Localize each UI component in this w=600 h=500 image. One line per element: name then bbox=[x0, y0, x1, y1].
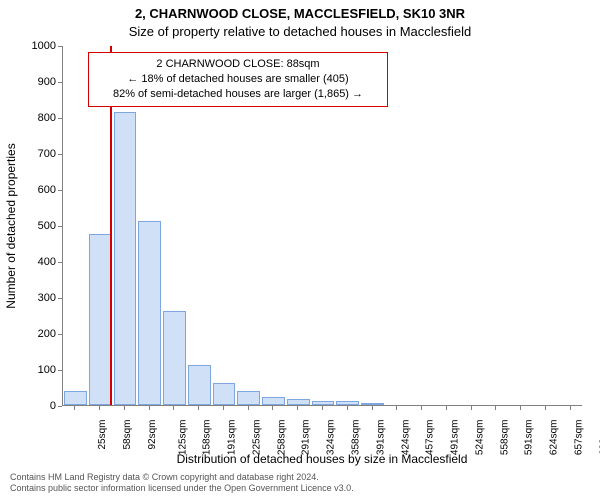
x-tick-mark bbox=[99, 406, 100, 410]
x-tick-label: 158sqm bbox=[202, 420, 213, 456]
y-tick-mark bbox=[58, 190, 62, 191]
histogram-bar bbox=[287, 399, 310, 405]
x-tick-mark bbox=[173, 406, 174, 410]
x-tick-label: 324sqm bbox=[326, 420, 337, 456]
callout-line: 2 CHARNWOOD CLOSE: 88sqm bbox=[97, 57, 379, 72]
y-tick-label: 800 bbox=[16, 112, 56, 124]
y-tick-label: 300 bbox=[16, 292, 56, 304]
x-tick-label: 657sqm bbox=[573, 420, 584, 456]
histogram-bar bbox=[138, 221, 161, 405]
y-tick-mark bbox=[58, 334, 62, 335]
x-tick-label: 92sqm bbox=[147, 420, 158, 450]
x-tick-mark bbox=[322, 406, 323, 410]
x-tick-label: 58sqm bbox=[122, 420, 133, 450]
x-tick-label: 225sqm bbox=[252, 420, 263, 456]
histogram-bar bbox=[312, 401, 335, 405]
y-tick-label: 600 bbox=[16, 184, 56, 196]
y-tick-label: 1000 bbox=[16, 40, 56, 52]
callout-line: 82% of semi-detached houses are larger (… bbox=[97, 87, 379, 102]
histogram-bar bbox=[262, 397, 285, 405]
histogram-bar bbox=[163, 311, 186, 405]
x-tick-mark bbox=[124, 406, 125, 410]
callout-line: ← 18% of detached houses are smaller (40… bbox=[97, 72, 379, 87]
page-title-line2: Size of property relative to detached ho… bbox=[0, 24, 600, 39]
y-tick-label: 100 bbox=[16, 364, 56, 376]
x-tick-label: 457sqm bbox=[425, 420, 436, 456]
x-tick-label: 125sqm bbox=[177, 420, 188, 456]
y-tick-mark bbox=[58, 82, 62, 83]
y-tick-mark bbox=[58, 406, 62, 407]
y-tick-mark bbox=[58, 226, 62, 227]
x-tick-label: 424sqm bbox=[400, 420, 411, 456]
histogram-bar bbox=[237, 391, 260, 405]
x-tick-label: 558sqm bbox=[499, 420, 510, 456]
x-tick-mark bbox=[495, 406, 496, 410]
histogram-bar bbox=[213, 383, 236, 405]
x-tick-label: 591sqm bbox=[524, 420, 535, 456]
y-tick-mark bbox=[58, 154, 62, 155]
y-tick-label: 500 bbox=[16, 220, 56, 232]
x-tick-mark bbox=[272, 406, 273, 410]
histogram-bar bbox=[361, 403, 384, 405]
attribution-text: Contains HM Land Registry data © Crown c… bbox=[10, 472, 354, 494]
histogram-bar bbox=[89, 234, 112, 405]
x-tick-label: 624sqm bbox=[549, 420, 560, 456]
x-tick-label: 391sqm bbox=[375, 420, 386, 456]
histogram-bar bbox=[336, 401, 359, 405]
x-tick-mark bbox=[545, 406, 546, 410]
y-tick-label: 0 bbox=[16, 400, 56, 412]
y-tick-mark bbox=[58, 118, 62, 119]
x-tick-mark bbox=[347, 406, 348, 410]
x-tick-mark bbox=[74, 406, 75, 410]
x-tick-mark bbox=[570, 406, 571, 410]
y-tick-mark bbox=[58, 262, 62, 263]
x-tick-label: 258sqm bbox=[276, 420, 287, 456]
x-tick-mark bbox=[223, 406, 224, 410]
attribution-line2: Contains public sector information licen… bbox=[10, 483, 354, 494]
x-tick-mark bbox=[149, 406, 150, 410]
x-tick-mark bbox=[372, 406, 373, 410]
x-tick-mark bbox=[396, 406, 397, 410]
histogram-bar bbox=[188, 365, 211, 405]
x-tick-label: 524sqm bbox=[474, 420, 485, 456]
x-tick-mark bbox=[297, 406, 298, 410]
x-tick-label: 25sqm bbox=[97, 420, 108, 450]
histogram-bar bbox=[64, 391, 87, 405]
x-tick-mark bbox=[248, 406, 249, 410]
property-callout: 2 CHARNWOOD CLOSE: 88sqm← 18% of detache… bbox=[88, 52, 388, 107]
x-tick-label: 191sqm bbox=[227, 420, 238, 456]
y-tick-label: 700 bbox=[16, 148, 56, 160]
attribution-line1: Contains HM Land Registry data © Crown c… bbox=[10, 472, 354, 483]
x-tick-label: 491sqm bbox=[450, 420, 461, 456]
y-tick-label: 400 bbox=[16, 256, 56, 268]
y-tick-mark bbox=[58, 46, 62, 47]
y-tick-mark bbox=[58, 370, 62, 371]
chart-container: 2, CHARNWOOD CLOSE, MACCLESFIELD, SK10 3… bbox=[0, 0, 600, 500]
y-tick-label: 200 bbox=[16, 328, 56, 340]
x-tick-mark bbox=[198, 406, 199, 410]
x-tick-mark bbox=[471, 406, 472, 410]
x-tick-mark bbox=[446, 406, 447, 410]
x-axis-label: Distribution of detached houses by size … bbox=[62, 452, 582, 466]
x-tick-mark bbox=[520, 406, 521, 410]
x-tick-label: 358sqm bbox=[351, 420, 362, 456]
x-tick-label: 291sqm bbox=[301, 420, 312, 456]
y-tick-label: 900 bbox=[16, 76, 56, 88]
page-title-line1: 2, CHARNWOOD CLOSE, MACCLESFIELD, SK10 3… bbox=[0, 6, 600, 21]
histogram-bar bbox=[114, 112, 137, 405]
x-tick-mark bbox=[421, 406, 422, 410]
y-tick-mark bbox=[58, 298, 62, 299]
